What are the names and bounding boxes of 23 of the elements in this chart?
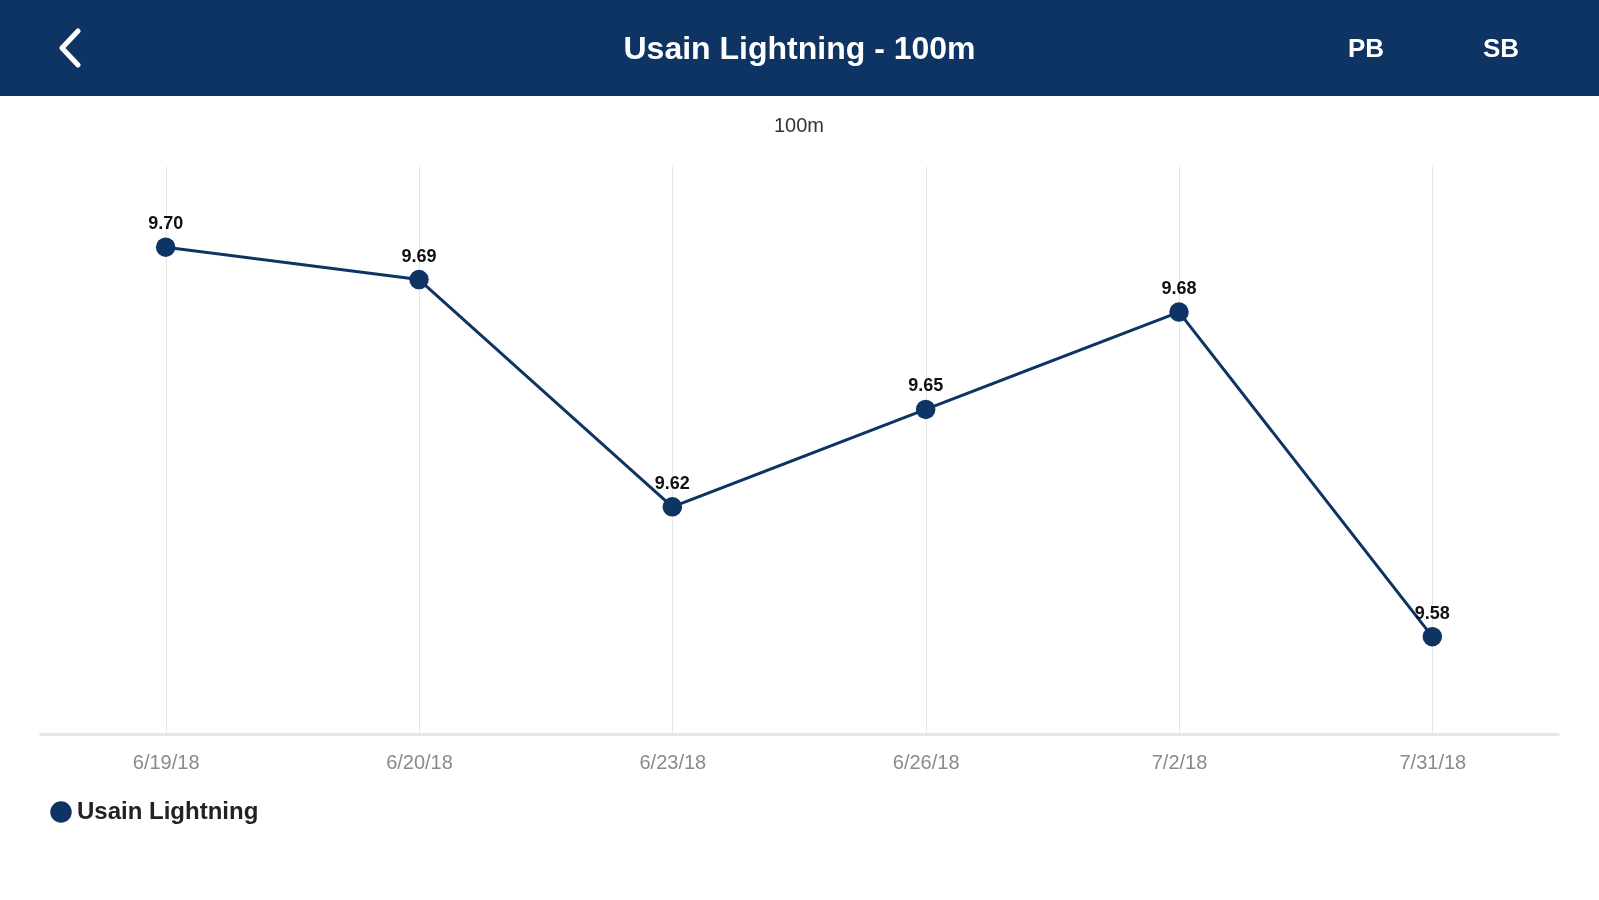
x-tick-label: 6/20/18: [386, 750, 453, 773]
x-tick-label: 6/23/18: [639, 750, 707, 773]
chart-title: Usain Lightning - 100m: [623, 30, 976, 66]
x-tick-label: 6/26/18: [892, 750, 960, 773]
point: [409, 269, 429, 290]
point: [662, 497, 683, 517]
data-label: 9.70: [148, 213, 184, 234]
data-label: 9.62: [654, 472, 690, 493]
text: SB: [1482, 32, 1519, 65]
point: [1169, 302, 1189, 322]
data-label: 9.68: [1161, 278, 1197, 299]
data-label: 9.69: [401, 245, 437, 266]
data-label: 9.65: [908, 375, 944, 396]
x-tick-label: 6/19/18: [132, 750, 200, 773]
x-tick-label: 7/31/18: [1399, 750, 1467, 773]
legend-label: Usain Lightning: [77, 797, 259, 824]
text: PB: [1347, 32, 1384, 65]
chart-subtitle: 100m: [773, 114, 825, 136]
point: [155, 237, 176, 257]
point: [915, 399, 936, 420]
x-tick-label: 7/2/18: [1151, 750, 1208, 773]
data-label: 9.58: [1414, 602, 1450, 623]
point: [1422, 626, 1443, 647]
